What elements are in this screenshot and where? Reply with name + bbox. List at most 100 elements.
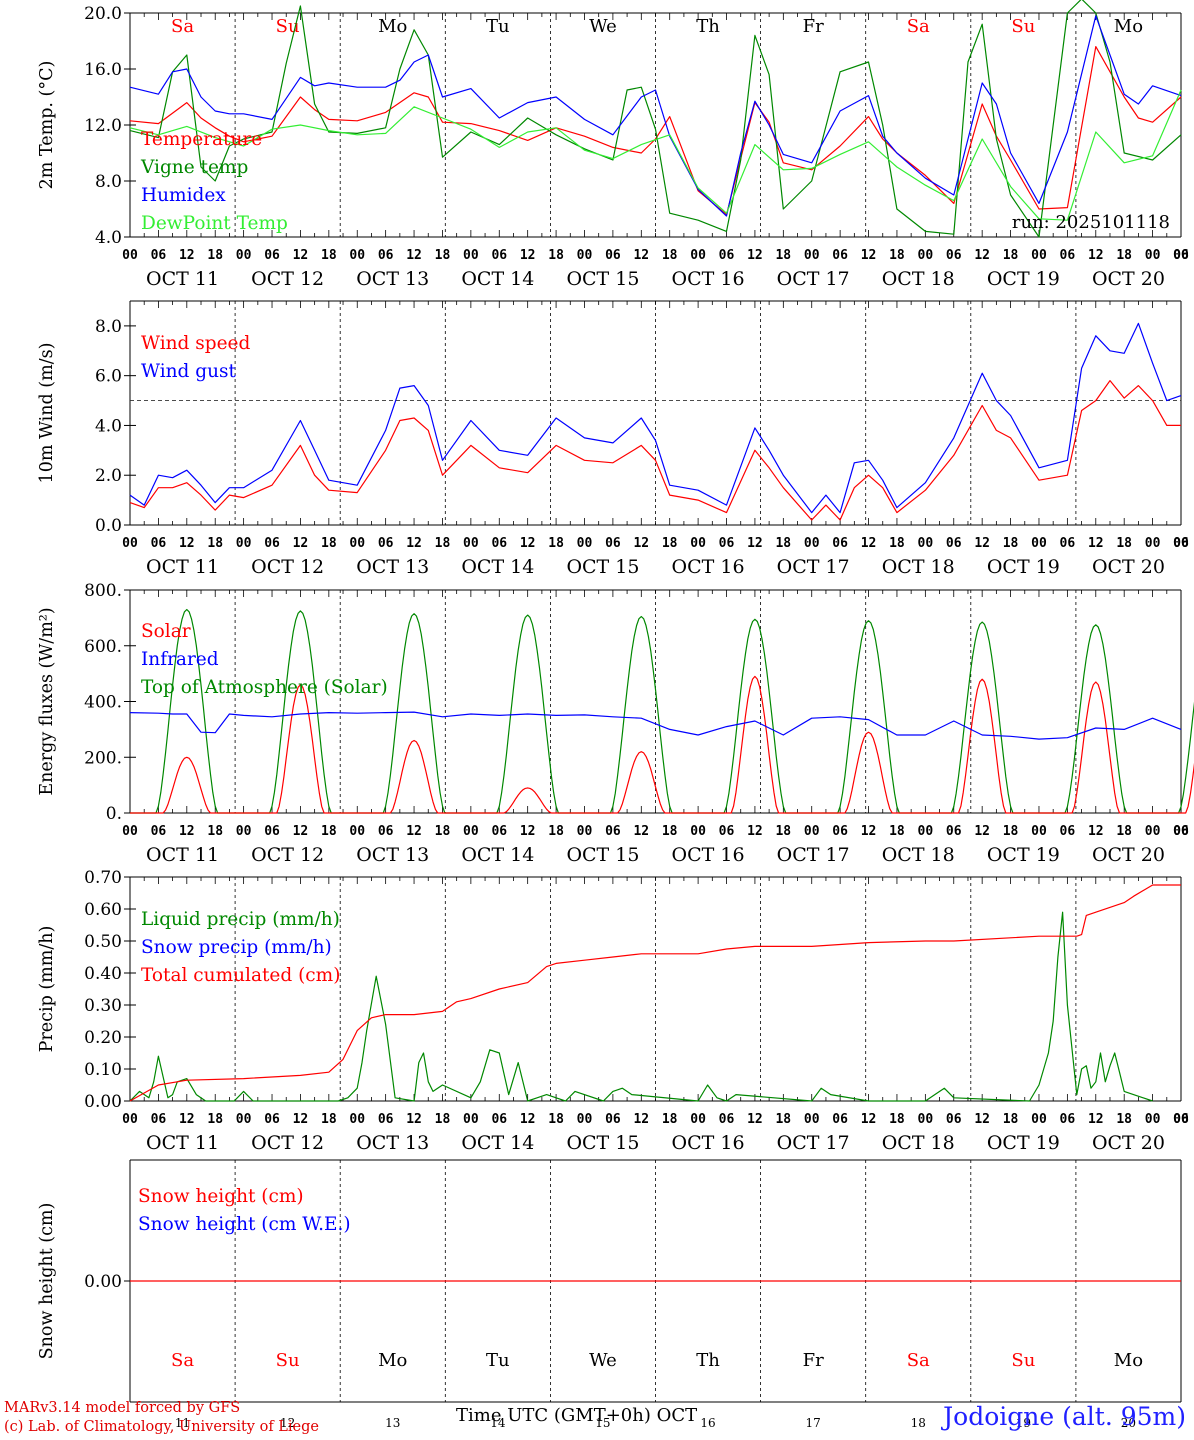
wind-date-label: OCT 18 (882, 556, 955, 578)
snow-day-number: 19 (1016, 1416, 1031, 1430)
x-axis-title: Time UTC (GMT+0h) OCT (456, 1405, 698, 1426)
temp-hour-label: 06 (1060, 248, 1076, 263)
temp-hour-label: 12 (861, 248, 877, 263)
flux-hour-label: 06 (719, 824, 735, 839)
precip-hour-label-end: 00 (1173, 1112, 1189, 1127)
snow-weekday-label: Sa (907, 1350, 930, 1371)
wind-hour-label: 18 (775, 536, 791, 551)
precip-hour-label: 00 (463, 1112, 479, 1127)
temp-date-label: OCT 16 (672, 268, 745, 290)
wind-hour-label: 06 (1173, 536, 1189, 551)
precip-hour-label: 06 (719, 1112, 735, 1127)
temp-hour-label: 06 (946, 248, 962, 263)
precip-hour-label: 00 (122, 1112, 138, 1127)
flux-hour-label: 12 (747, 824, 763, 839)
flux-hour-label: 06 (946, 824, 962, 839)
flux-date-label: OCT 18 (882, 844, 955, 866)
temp-weekday-label: Mo (378, 16, 407, 37)
temp-hour-label: 12 (747, 248, 763, 263)
wind-y-tick-label: 2.0 (95, 466, 122, 486)
wind-hour-label: 06 (605, 536, 621, 551)
precip-y-label: Precip (mm/h) (37, 926, 57, 1053)
wind-hour-label: 00 (1145, 536, 1161, 551)
temp-series-temperature (129, 45, 1182, 216)
precip-hour-label: 12 (179, 1112, 195, 1127)
flux-hour-label: 00 (577, 824, 593, 839)
snow-day-number: 18 (911, 1416, 926, 1430)
flux-y-label: Energy fluxes (W/m²) (37, 607, 57, 795)
temp-hour-label: 06 (719, 248, 735, 263)
temp-hour-label: 00 (1145, 248, 1161, 263)
precip-hour-label: 12 (633, 1112, 649, 1127)
wind-hour-label: 00 (349, 536, 365, 551)
temp-y-tick-label: 16.0 (84, 60, 122, 80)
wind-hour-label: 12 (747, 536, 763, 551)
precip-series-liquid-precip-mm-h (129, 911, 1153, 1102)
flux-y-tick-label: 800. (84, 581, 122, 601)
temp-date-label: OCT 12 (251, 268, 324, 290)
precip-hour-label: 18 (1116, 1112, 1132, 1127)
temp-hour-label: 12 (520, 248, 536, 263)
temp-weekday-label: Sa (907, 16, 930, 37)
precip-legend-entry: Total cumulated (cm) (141, 965, 340, 986)
wind-hour-label: 18 (207, 536, 223, 551)
wind-date-label: OCT 16 (672, 556, 745, 578)
temp-hour-label-end: 00 (1173, 248, 1189, 263)
precip-hour-label: 12 (1088, 1112, 1104, 1127)
precip-hour-label: 06 (491, 1112, 507, 1127)
temp-hour-label: 18 (1003, 248, 1019, 263)
flux-hour-label: 00 (1031, 824, 1047, 839)
precip-hour-label: 06 (1060, 1112, 1076, 1127)
wind-hour-label: 06 (491, 536, 507, 551)
temp-hour-label: 18 (207, 248, 223, 263)
flux-hour-label: 06 (264, 824, 280, 839)
wind-date-label: OCT 11 (146, 556, 219, 578)
temp-hour-label: 06 (378, 248, 394, 263)
temp-date-label: OCT 14 (461, 268, 534, 290)
temp-weekday-label: Su (1011, 16, 1035, 37)
temp-legend-entry: Humidex (141, 185, 226, 206)
temp-weekday-label: Fr (803, 16, 824, 37)
temp-hour-label: 18 (889, 248, 905, 263)
precip-hour-label: 06 (151, 1112, 167, 1127)
snow-weekday-label: Tu (486, 1350, 510, 1371)
flux-hour-label: 12 (1088, 824, 1104, 839)
temp-hour-label: 18 (548, 248, 564, 263)
wind-hour-label: 00 (804, 536, 820, 551)
precip-y-tick-label: 0.30 (84, 996, 122, 1016)
precip-series-total-cumulated-cm (129, 884, 1181, 1102)
snow-legend-entry: Snow height (cm W.E.) (138, 1214, 351, 1235)
temp-hour-label: 06 (1173, 248, 1189, 263)
wind-hour-label: 18 (548, 536, 564, 551)
precip-date-label: OCT 14 (461, 1132, 534, 1154)
snow-day-number: 14 (490, 1416, 506, 1430)
temp-weekday-label: Tu (486, 16, 510, 37)
flux-hour-label: 00 (918, 824, 934, 839)
flux-date-label: OCT 15 (566, 844, 639, 866)
wind-hour-label: 00 (463, 536, 479, 551)
credits-line-2: (c) Lab. of Climatology, University of L… (4, 1419, 319, 1435)
model-credits: MARv3.14 model forced by GFS (c) Lab. of… (4, 1399, 319, 1437)
wind-hour-label: 12 (861, 536, 877, 551)
temp-y-tick-label: 4.0 (95, 228, 122, 248)
flux-hour-label: 00 (804, 824, 820, 839)
temp-series-humidex (129, 15, 1182, 217)
flux-hour-label: 18 (1003, 824, 1019, 839)
temp-weekday-label: Sa (171, 16, 194, 37)
wind-legend-entry: Wind gust (141, 361, 236, 382)
run-label: run: 2025101118 (1012, 212, 1170, 233)
flux-hour-label: 06 (151, 824, 167, 839)
temp-hour-label: 18 (662, 248, 678, 263)
temp-y-tick-label: 8.0 (95, 172, 122, 192)
flux-hour-label: 06 (605, 824, 621, 839)
temp-hour-label: 06 (832, 248, 848, 263)
precip-hour-label: 00 (1031, 1112, 1047, 1127)
wind-hour-label: 00 (122, 536, 138, 551)
flux-hour-label: 00 (690, 824, 706, 839)
flux-y-tick-label: 0. (106, 804, 122, 824)
precip-date-label: OCT 19 (987, 1132, 1060, 1154)
temp-hour-label: 00 (1031, 248, 1047, 263)
wind-date-label: OCT 20 (1092, 556, 1165, 578)
precip-date-label: OCT 20 (1092, 1132, 1165, 1154)
